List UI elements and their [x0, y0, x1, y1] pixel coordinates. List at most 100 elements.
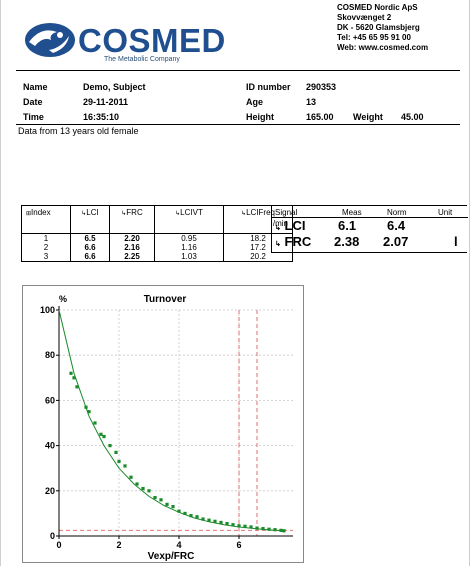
patient-note: Data from 13 years old female	[18, 126, 139, 136]
data-point	[255, 526, 259, 530]
cosmed-logo-icon	[25, 23, 75, 57]
col-header: ↳LCIVT	[154, 205, 224, 234]
data-point	[243, 524, 247, 528]
date-label: Date	[23, 97, 43, 107]
height-value: 165.00	[306, 112, 334, 122]
time-value: 16:35:10	[83, 112, 120, 122]
table-cell: 3	[21, 252, 71, 262]
signal-row: ↳ LCI	[275, 218, 306, 233]
fit-curve-line	[58, 309, 285, 532]
data-point	[123, 464, 127, 468]
height-label: Height	[246, 112, 274, 122]
x-tick-label: 6	[236, 540, 241, 550]
brand-tagline: The Metabolic Company	[104, 56, 180, 63]
data-point	[189, 514, 193, 518]
table-cell: 1.03	[154, 252, 224, 262]
data-point	[213, 519, 217, 523]
meas-header: Meas	[342, 208, 362, 217]
table-cell: 2.25	[109, 252, 155, 262]
freq-unit: /min	[272, 219, 288, 228]
company-line: COSMED Nordic ApS	[337, 3, 418, 12]
y-axis-label: %	[59, 294, 67, 304]
col-header: ↳LCI	[70, 205, 110, 234]
data-point	[165, 502, 169, 506]
data-point	[87, 410, 91, 414]
data-point	[207, 518, 211, 522]
age-value: 13	[306, 97, 317, 107]
x-tick-label: 4	[176, 540, 181, 550]
table-cell: 6.6	[70, 243, 110, 252]
chart-title: Turnover	[144, 294, 187, 305]
id-label: ID number	[246, 82, 291, 92]
data-point	[102, 434, 106, 439]
x-tick-label: 0	[56, 540, 61, 550]
data-point	[153, 495, 157, 500]
data-point	[108, 444, 112, 448]
weight-value: 45.00	[401, 112, 424, 122]
company-line: Skovvænget 2	[337, 13, 392, 22]
unit-header: Unit	[438, 208, 453, 217]
data-point	[129, 475, 133, 479]
turnover-chart: Turnover % Vexp/FRC 0 20 40 60 80 100 0 2 4 6	[40, 294, 293, 562]
index-table-header: ⊞Index ↳LCI ↳FRC ↳LCIVT ↳LCIFreq/min	[21, 205, 293, 234]
y-tick-label: 100	[40, 305, 55, 315]
y-tick-label: 20	[45, 486, 55, 496]
table-cell: 0.95	[154, 233, 224, 243]
index-table: ⊞Index ↳LCI ↳FRC ↳LCIVT ↳LCIFreq/min 1 6…	[21, 205, 293, 262]
signal-header: Signal	[275, 208, 298, 217]
name-value: Demo, Subject	[83, 82, 146, 92]
data-point	[279, 528, 283, 532]
y-tick-label: 60	[45, 395, 55, 405]
signal-table: Signal Meas Norm Unit ↳ LCI 6.1 6.4 ↳ FR…	[271, 205, 468, 253]
table-row: 2 6.6 2.16 1.16 17.2	[21, 243, 293, 252]
signal-meas: 2.38	[334, 234, 360, 249]
data-point	[201, 517, 205, 521]
data-point	[219, 520, 223, 525]
table-cell: 6.5	[70, 233, 110, 243]
company-line: Tel: +45 65 95 91 00	[337, 33, 411, 42]
time-label: Time	[23, 112, 44, 122]
name-label: Name	[23, 82, 48, 92]
data-point	[171, 505, 175, 509]
data-point	[195, 515, 199, 519]
data-point	[75, 385, 79, 389]
info-divider	[16, 124, 460, 125]
signal-meas: 6.1	[338, 218, 357, 233]
header-divider	[16, 70, 460, 71]
data-point	[114, 450, 118, 454]
data-point	[237, 524, 241, 528]
signal-norm: 6.4	[387, 218, 406, 233]
table-cell: 6.6	[70, 252, 110, 262]
y-tick-label: 0	[50, 531, 55, 541]
data-point	[231, 523, 235, 527]
brand-name: COSMED	[78, 22, 226, 59]
norm-header: Norm	[387, 208, 407, 217]
col-header: ↳LCIFreq/min	[223, 205, 293, 234]
data-point	[69, 371, 73, 375]
table-cell: 1	[21, 233, 71, 243]
col-header: ↳FRC	[109, 205, 155, 234]
data-point	[273, 528, 277, 532]
data-point	[183, 511, 187, 515]
table-cell: 17.2	[223, 243, 293, 252]
data-point	[267, 527, 271, 531]
signal-header-divider	[272, 217, 468, 218]
id-value: 290353	[306, 82, 337, 92]
signal-unit: l	[454, 234, 458, 249]
table-cell: 2	[21, 243, 71, 252]
weight-label: Weight	[353, 112, 383, 122]
signal-norm: 2.07	[383, 234, 409, 249]
y-tick-label: 40	[45, 441, 55, 451]
company-line: DK - 5620 Glamsbjerg	[337, 23, 420, 32]
data-point	[159, 498, 163, 502]
data-point	[225, 521, 229, 526]
data-point	[84, 405, 88, 409]
data-point	[135, 482, 139, 486]
table-cell: 1.16	[154, 243, 224, 252]
data-point	[177, 509, 181, 513]
table-cell: 20.2	[223, 252, 293, 262]
company-address: COSMED Nordic ApS Skovvænget 2 DK - 5620…	[337, 3, 428, 53]
table-cell: 18.2	[223, 233, 293, 243]
table-cell: 2.20	[109, 233, 155, 243]
